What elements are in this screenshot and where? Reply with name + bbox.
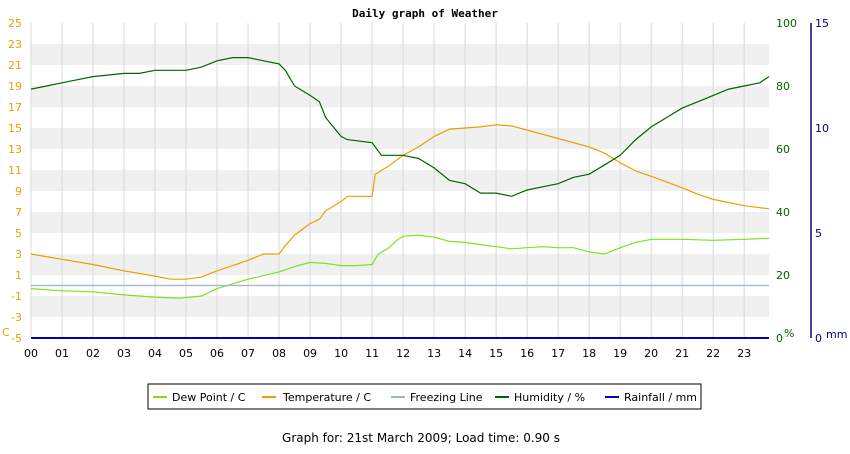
humidity-axis-tick-label: 0 [776, 332, 783, 345]
left-axis-tick-label: 21 [8, 59, 22, 72]
grid-band [31, 191, 769, 212]
legend: Dew Point / C Temperature / C Freezing L… [147, 383, 702, 410]
left-axis-tick-label: 7 [15, 206, 22, 219]
right2-axis-unit: mm [826, 328, 847, 341]
grid-band [31, 317, 769, 338]
left-axis-unit: C [2, 326, 10, 339]
humidity-axis-tick-label: 80 [776, 80, 790, 93]
left-axis-tick-label: 9 [15, 185, 22, 198]
grid-band [31, 254, 769, 275]
x-axis-tick-label: 09 [303, 347, 317, 360]
x-axis-tick-label: 03 [117, 347, 131, 360]
right1-axis-unit: % [784, 327, 794, 340]
humidity-axis-tick-label: 40 [776, 206, 790, 219]
x-axis-tick-label: 12 [396, 347, 410, 360]
x-axis-tick-label: 04 [148, 347, 162, 360]
grid-band [31, 149, 769, 170]
legend-label-humidity: Humidity / % [514, 391, 585, 404]
left-axis-tick-label: 19 [8, 80, 22, 93]
grid-band [31, 170, 769, 191]
series-line-temperature-c [30, 124, 770, 280]
left-axis-tick-label: 11 [8, 164, 22, 177]
x-axis-tick-label: 10 [334, 347, 348, 360]
rainfall-axis-tick-label: 5 [815, 227, 822, 240]
x-axis-tick-label: 05 [179, 347, 193, 360]
x-axis-tick-label: 21 [675, 347, 689, 360]
grid-band [31, 86, 769, 107]
x-axis-tick-label: 08 [272, 347, 286, 360]
left-axis-tick-label: 5 [15, 227, 22, 240]
left-axis-tick-label: 15 [8, 122, 22, 135]
x-axis-tick-label: 06 [210, 347, 224, 360]
left-axis-tick-label: -3 [11, 311, 22, 324]
x-axis-tick-label: 18 [582, 347, 596, 360]
grid-band [31, 65, 769, 86]
x-axis-tick-label: 11 [365, 347, 379, 360]
x-axis-tick-label: 07 [241, 347, 255, 360]
x-axis-tick-label: 01 [55, 347, 69, 360]
graph-footer: Graph for: 21st March 2009; Load time: 0… [282, 431, 560, 445]
legend-label-freezing-line: Freezing Line [410, 391, 483, 404]
chart-title: Daily graph of Weather [352, 7, 498, 20]
series-line-humidity [30, 56, 770, 197]
rainfall-axis-tick-label: 10 [815, 122, 829, 135]
x-axis-tick-label: 16 [520, 347, 534, 360]
left-axis-tick-label: 25 [8, 17, 22, 30]
legend-box [147, 383, 702, 410]
x-axis-tick-label: 00 [24, 347, 38, 360]
humidity-axis-tick-label: 100 [776, 17, 797, 30]
x-axis-tick-label: 22 [706, 347, 720, 360]
grid-band [31, 44, 769, 65]
left-axis-tick-label: -5 [11, 332, 22, 345]
left-axis-tick-label: 23 [8, 38, 22, 51]
grid-band [31, 296, 769, 317]
x-axis-tick-label: 15 [489, 347, 503, 360]
humidity-axis-tick-label: 60 [776, 143, 790, 156]
grid-band [31, 212, 769, 233]
left-axis-tick-label: 13 [8, 143, 22, 156]
x-axis-tick-label: 02 [86, 347, 100, 360]
grid-band [31, 128, 769, 149]
x-axis-tick-label: 20 [644, 347, 658, 360]
grid-band [31, 23, 769, 44]
left-axis-tick-label: -1 [11, 290, 22, 303]
left-axis-tick-label: 17 [8, 101, 22, 114]
rainfall-axis-tick-label: 15 [815, 17, 829, 30]
legend-label-temperature: Temperature / C [282, 391, 371, 404]
x-axis-tick-label: 19 [613, 347, 627, 360]
legend-label-dew-point: Dew Point / C [172, 391, 246, 404]
left-axis-tick-label: 3 [15, 248, 22, 261]
left-axis-tick-label: 1 [15, 269, 22, 282]
grid-band [31, 233, 769, 254]
x-axis-tick-label: 17 [551, 347, 565, 360]
humidity-axis-tick-label: 20 [776, 269, 790, 282]
x-axis-tick-label: 23 [737, 347, 751, 360]
x-axis-tick-label: 13 [427, 347, 441, 360]
rainfall-axis-tick-label: 0 [815, 332, 822, 345]
series-line-dew-point-c [30, 234, 770, 299]
grid-band [31, 107, 769, 128]
legend-label-rainfall: Rainfall / mm [624, 391, 697, 404]
x-axis-tick-label: 14 [458, 347, 472, 360]
